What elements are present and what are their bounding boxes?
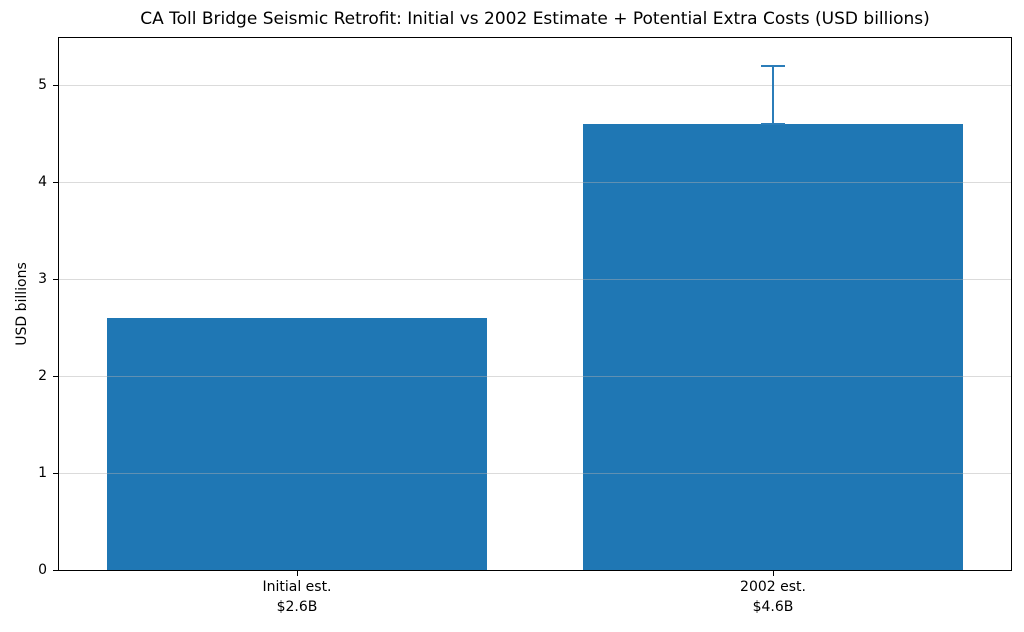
y-tick xyxy=(53,278,58,280)
x-tick-label-line2: $4.6B xyxy=(752,599,794,615)
y-tick-label: 1 xyxy=(38,465,47,482)
y-tick-label: 5 xyxy=(38,77,47,94)
bar xyxy=(582,124,964,570)
x-tick-label-line2: $2.6B xyxy=(276,599,318,615)
y-tick-label: 4 xyxy=(38,174,47,191)
gridline xyxy=(59,376,1011,377)
x-tick xyxy=(772,571,774,576)
error-bar-cap xyxy=(761,64,785,68)
x-tick-label: 2002 est. $4.6B xyxy=(623,577,923,617)
y-tick xyxy=(53,375,58,377)
gridline xyxy=(59,182,1011,183)
x-tick-label-line1: 2002 est. xyxy=(740,579,806,595)
x-tick-label-line1: Initial est. xyxy=(262,579,332,595)
y-tick-label: 3 xyxy=(38,271,47,288)
x-tick-label: Initial est. $2.6B xyxy=(147,577,447,617)
y-tick xyxy=(53,181,58,183)
y-tick xyxy=(53,472,58,474)
error-bar-cap xyxy=(761,122,785,126)
y-tick-label: 0 xyxy=(38,562,47,578)
gridline xyxy=(59,85,1011,86)
y-tick-label: 2 xyxy=(38,368,47,385)
x-tick xyxy=(296,571,298,576)
y-tick xyxy=(53,84,58,86)
y-tick xyxy=(53,569,58,571)
chart-title: CA Toll Bridge Seismic Retrofit: Initial… xyxy=(140,9,930,29)
error-bar-line xyxy=(771,66,775,125)
gridline xyxy=(59,473,1011,474)
plot-area xyxy=(58,37,1012,571)
bar xyxy=(106,318,488,570)
gridline xyxy=(59,279,1011,280)
